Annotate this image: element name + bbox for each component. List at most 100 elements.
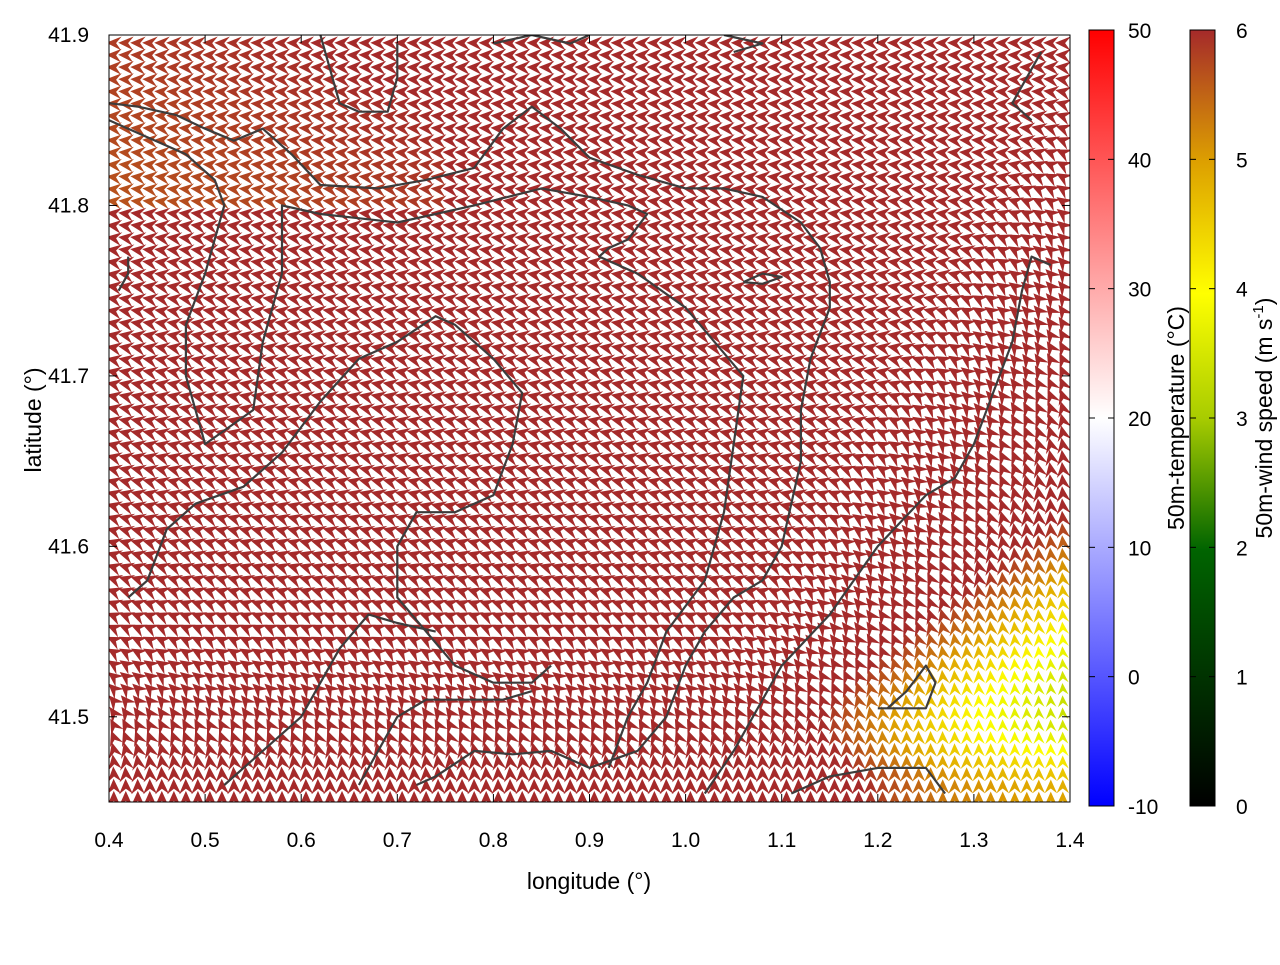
wind-arrow [611,660,629,675]
wind-arrow [888,477,905,492]
wind-arrow [562,464,580,479]
wind-arrow [562,330,580,344]
wind-arrow [769,790,780,802]
wind-arrow [947,171,964,185]
wind-arrow [430,122,447,136]
wind-arrow [622,183,639,197]
wind-arrow [646,501,664,515]
wind-arrow [466,109,483,124]
wind-arrow [158,730,172,748]
wind-arrow [866,633,881,651]
wind-arrow [250,599,268,613]
wind-arrow [890,573,905,590]
wind-arrow [142,109,158,124]
wind-arrow [998,414,1013,431]
wind-arrow [947,332,965,346]
wind-arrow [382,330,399,344]
wind-arrow [998,510,1012,528]
wind-arrow [742,256,760,271]
wind-arrow [754,256,772,271]
wind-arrow [362,730,376,748]
wind-arrow [998,390,1013,407]
wind-arrow [778,354,796,369]
wind-arrow [406,293,423,307]
wind-arrow [358,48,375,63]
wind-arrow [914,645,927,662]
wind-arrow [551,587,568,601]
wind-arrow [829,718,843,735]
wind-arrow [374,718,388,736]
wind-arrow [634,171,651,185]
wind-arrow [490,403,508,417]
wind-arrow [562,366,580,381]
wind-arrow [634,513,652,527]
wind-arrow [262,452,280,466]
wind-arrow [370,60,387,75]
wind-arrow [430,146,447,161]
wind-arrow [334,452,352,466]
wind-arrow [298,122,315,136]
wind-arrow [298,489,316,503]
wind-arrow [947,134,963,149]
wind-arrow [418,109,435,124]
wind-arrow [634,183,651,197]
wind-arrow [722,706,737,724]
wind-arrow [166,513,184,527]
wind-arrow [370,403,388,417]
wind-arrow [238,60,254,75]
wind-arrow [286,501,304,515]
wind-arrow [586,525,604,540]
wind-arrow [863,219,880,234]
wind-arrow [250,207,267,222]
wind-arrow [502,134,519,149]
wind-arrow [647,636,665,650]
wind-arrow [984,330,1002,346]
wind-arrow [346,379,363,393]
wind-arrow [142,305,159,320]
wind-arrow [766,171,783,185]
wind-arrow [767,440,784,454]
wind-arrow [550,134,567,149]
wind-arrow [1045,462,1059,479]
wind-arrow [466,562,484,576]
wind-arrow [322,587,340,601]
wind-arrow [803,366,820,381]
wind-arrow [238,489,256,503]
wind-arrow [901,524,917,541]
wind-arrow [622,452,640,466]
wind-arrow [553,790,564,802]
wind-arrow [851,354,868,369]
wind-arrow [863,207,880,222]
wind-arrow [707,525,724,540]
wind-arrow [1044,767,1057,781]
wind-arrow [190,612,208,626]
wind-arrow [755,562,772,576]
wind-arrow [971,245,989,260]
wind-arrow [814,97,831,112]
wind-arrow [662,730,676,748]
wind-arrow [238,85,254,100]
wind-arrow [718,158,735,173]
wind-arrow [935,134,951,149]
wind-arrow [670,85,687,100]
wind-arrow [743,550,760,564]
wind-arrow [170,718,184,736]
wind-arrow [997,645,1010,660]
wind-arrow [755,624,773,638]
wind-arrow [240,695,257,712]
wind-arrow [862,60,879,75]
wind-arrow [996,571,1011,588]
wind-arrow [610,538,628,552]
wind-arrow [779,440,796,454]
wind-arrow [406,428,424,442]
wind-arrow [528,683,545,700]
wind-arrow [694,195,711,210]
wind-arrow [947,36,963,51]
wind-arrow [863,366,880,381]
wind-arrow [562,158,579,173]
wind-arrow [456,754,471,771]
wind-arrow [998,498,1012,516]
wind-arrow [767,403,784,417]
wind-arrow [274,587,292,601]
wind-arrow [166,293,183,307]
